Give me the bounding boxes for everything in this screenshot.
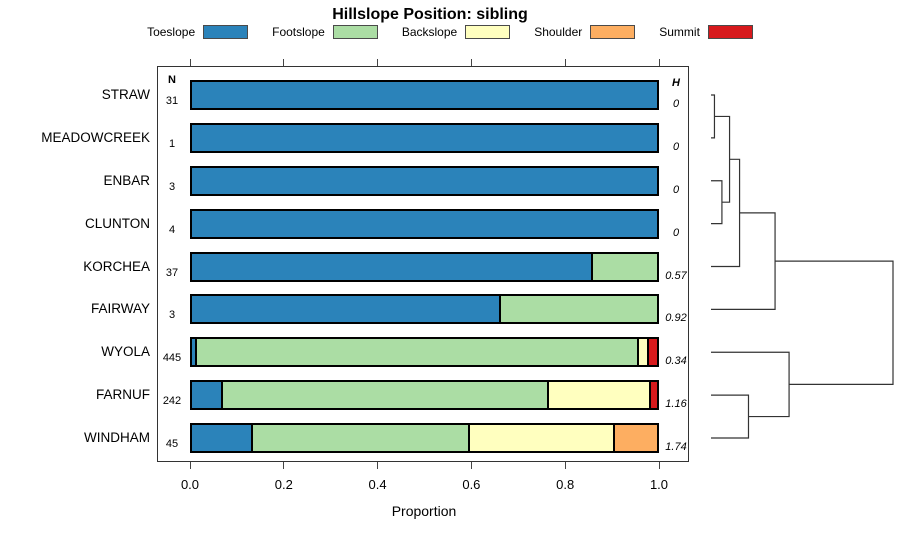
bar-segment-shoulder xyxy=(614,425,657,451)
x-tick-bottom xyxy=(189,462,191,469)
bar-segment-toeslope xyxy=(192,82,657,108)
x-tick-label: 0.8 xyxy=(556,477,575,492)
row-label: ENBAR xyxy=(103,172,150,188)
x-tick-label: 0.4 xyxy=(368,477,387,492)
row-label: WYOLA xyxy=(101,344,150,360)
x-tick-bottom xyxy=(283,462,285,469)
chart-title: Hillslope Position: sibling xyxy=(332,6,528,23)
row-label: CLUNTON xyxy=(84,215,150,231)
n-value: 45 xyxy=(165,438,179,450)
bar-row xyxy=(190,294,659,325)
legend-label: Backslope xyxy=(401,25,458,39)
h-value: 0 xyxy=(672,226,680,239)
x-tick-label: 0.2 xyxy=(274,477,293,492)
legend-item: Footslope xyxy=(272,25,378,39)
x-tick-bottom xyxy=(658,462,660,469)
legend-item: Summit xyxy=(659,25,753,39)
bar-segment-backslope xyxy=(548,382,652,409)
row-label: STRAW xyxy=(101,87,150,102)
x-tick-top xyxy=(470,59,472,66)
n-value: 37 xyxy=(165,266,179,279)
x-tick-label: 0.6 xyxy=(462,477,481,492)
bar-row xyxy=(190,380,659,411)
bar-segment-footslope xyxy=(500,296,657,323)
bar-segment-footslope xyxy=(222,382,549,409)
x-tick-bottom xyxy=(377,462,379,469)
bar-segment-toeslope xyxy=(192,296,501,323)
n-column-header: N xyxy=(168,74,176,86)
row-label: FAIRWAY xyxy=(90,301,150,317)
legend-item: Toeslope xyxy=(147,25,249,39)
legend-label: Toeslope xyxy=(147,25,196,39)
bar-segment-toeslope xyxy=(192,382,223,409)
h-value: 0 xyxy=(672,183,680,196)
h-column-header: H xyxy=(672,77,680,89)
row-label: MEADOWCREEK xyxy=(41,129,150,145)
n-value: 1 xyxy=(168,137,176,150)
x-tick-bottom xyxy=(470,462,472,469)
x-tick-top xyxy=(283,59,285,66)
x-tick-top xyxy=(189,59,191,66)
h-value: 1.16 xyxy=(665,398,687,411)
h-value: 0.92 xyxy=(665,312,687,325)
x-tick-bottom xyxy=(564,462,566,469)
legend-swatch-backslope xyxy=(465,25,511,39)
bar-segment-toeslope xyxy=(192,167,657,194)
bar-row xyxy=(190,423,659,453)
row-label: FARNUF xyxy=(96,387,150,403)
h-value: 0 xyxy=(672,98,680,110)
h-value: 0 xyxy=(672,140,680,153)
bar-segment-backslope xyxy=(470,425,615,451)
h-value: 0.34 xyxy=(665,355,687,368)
x-tick-top xyxy=(377,59,379,66)
legend-label: Shoulder xyxy=(534,25,583,39)
bar-segment-backslope xyxy=(638,339,649,366)
h-value: 1.74 xyxy=(665,441,687,453)
legend: Toeslope Footslope Backslope Shoulder Summit xyxy=(0,25,900,39)
n-value: 4 xyxy=(168,223,176,236)
legend-swatch-summit xyxy=(707,25,753,39)
n-value: 3 xyxy=(168,180,176,193)
n-value: 3 xyxy=(168,309,176,322)
dendrogram-links xyxy=(711,94,894,439)
bar-row xyxy=(190,337,659,368)
bar-row xyxy=(190,251,659,282)
bar-segment-footslope xyxy=(197,339,639,366)
legend-item: Shoulder xyxy=(534,25,636,39)
row-label: KORCHEA xyxy=(83,258,150,274)
bar-row xyxy=(190,80,659,110)
bar-segment-summit xyxy=(648,339,657,366)
bar-segment-footslope xyxy=(252,425,471,451)
legend-label: Summit xyxy=(659,25,700,39)
bar-segment-toeslope xyxy=(192,425,253,451)
legend-swatch-footslope xyxy=(332,25,378,39)
legend-item: Backslope xyxy=(401,25,511,39)
n-value: 31 xyxy=(165,95,179,107)
bar-segment-summit xyxy=(651,382,657,409)
x-tick-top xyxy=(564,59,566,66)
legend-swatch-shoulder xyxy=(590,25,636,39)
n-value: 445 xyxy=(162,352,182,365)
x-tick-top xyxy=(658,59,660,66)
h-value: 0.57 xyxy=(665,269,687,282)
x-axis-label: Proportion xyxy=(391,503,457,519)
legend-swatch-toeslope xyxy=(203,25,249,39)
bar-segment-toeslope xyxy=(192,210,657,237)
bar-segment-toeslope xyxy=(192,253,593,280)
x-tick-label: 1.0 xyxy=(649,477,669,492)
bar-row xyxy=(190,165,659,196)
x-tick-label: 0.0 xyxy=(180,477,200,492)
legend-label: Footslope xyxy=(272,25,325,39)
bar-row xyxy=(190,208,659,239)
bar-row xyxy=(190,122,659,153)
n-value: 242 xyxy=(162,395,182,408)
bar-segment-toeslope xyxy=(192,124,657,151)
row-label: WINDHAM xyxy=(84,430,150,445)
bar-segment-footslope xyxy=(592,253,657,280)
bar-segment-toeslope xyxy=(192,339,198,366)
